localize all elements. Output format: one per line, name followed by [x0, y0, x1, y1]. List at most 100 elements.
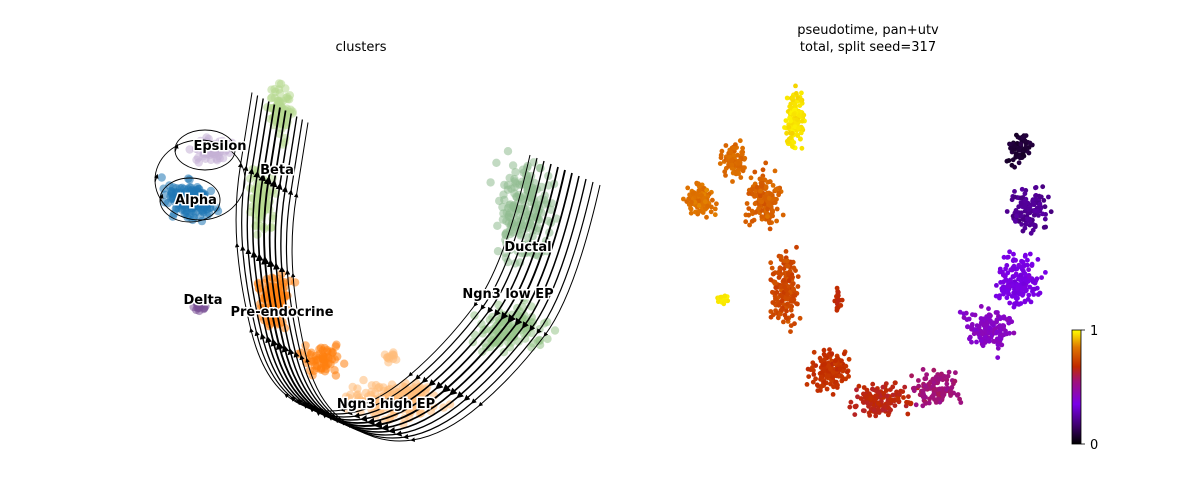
- cell-dot: [791, 112, 797, 117]
- cell-dot: [794, 301, 799, 306]
- cell-dot: [810, 365, 815, 370]
- cell-dot: [1031, 278, 1036, 284]
- cell-dot: [1041, 198, 1047, 203]
- cell-dot: [733, 171, 739, 177]
- cell-dot: [1020, 292, 1025, 298]
- cell-dot: [868, 395, 873, 401]
- cell-dot: [1007, 330, 1012, 336]
- cell-dot: [852, 412, 858, 417]
- cell-dot: [723, 143, 729, 148]
- clusters-panel: clusters Epsilon Alpha Beta Delta Pre-endocr…: [154, 40, 601, 442]
- cell-dot: [1011, 304, 1017, 310]
- cell-dot: [709, 204, 714, 210]
- cell-dot: [1018, 272, 1024, 278]
- cell-dot: [969, 324, 975, 330]
- cell-dot: [911, 388, 917, 394]
- cell-dot: [510, 177, 519, 186]
- cell-dot: [1040, 184, 1046, 190]
- cell-dot: [796, 125, 801, 131]
- cell-dot: [790, 144, 795, 150]
- cell-dot: [980, 316, 986, 322]
- cell-dot: [852, 404, 858, 409]
- cell-dot: [189, 198, 199, 207]
- cell-dot: [1039, 275, 1044, 280]
- cell-dot: [1031, 201, 1037, 207]
- cell-dot: [783, 315, 789, 321]
- cell-dot: [847, 404, 853, 410]
- cell-dot: [784, 308, 789, 314]
- cell-dot: [206, 186, 216, 196]
- cell-dot: [786, 271, 791, 276]
- cell-dot: [784, 138, 790, 144]
- cluster-label-alpha: Alpha: [175, 193, 217, 208]
- cluster-label-ductal: Ductal: [504, 240, 551, 255]
- cell-dot: [763, 160, 769, 166]
- cell-dot: [703, 199, 708, 205]
- cell-dot: [792, 101, 798, 107]
- streamline-arrow: [174, 143, 179, 153]
- cell-dot: [1005, 287, 1011, 293]
- cell-dot: [1008, 145, 1013, 151]
- cell-dot: [1016, 302, 1022, 307]
- cell-dot: [825, 373, 831, 378]
- cell-dot: [1022, 191, 1028, 197]
- cluster-label-beta: Beta: [260, 163, 294, 178]
- cell-dot: [777, 311, 783, 317]
- cell-dot: [980, 343, 986, 349]
- cell-dot: [193, 303, 202, 312]
- cell-dot: [1016, 160, 1022, 166]
- cell-dot: [993, 293, 999, 299]
- cell-dot: [193, 145, 203, 154]
- cell-dot: [1027, 218, 1033, 224]
- cell-dot: [978, 304, 984, 309]
- cell-dot: [893, 380, 898, 386]
- cell-dot: [791, 140, 797, 145]
- cell-dot: [1012, 164, 1017, 170]
- colorbar: 1 0: [1071, 324, 1098, 453]
- cell-dot: [757, 176, 763, 182]
- cell-dot: [1018, 141, 1024, 147]
- cell-dot: [969, 339, 974, 345]
- cell-dot: [986, 337, 991, 343]
- cell-dot: [757, 193, 763, 199]
- cell-dot: [841, 351, 847, 357]
- cell-dot: [864, 400, 870, 406]
- cell-dot: [767, 179, 773, 185]
- cell-dot: [976, 324, 982, 330]
- cell-dot: [742, 155, 748, 161]
- cell-dot: [250, 210, 260, 219]
- cell-dot: [331, 342, 340, 351]
- cell-dot: [740, 149, 746, 155]
- cell-dot: [1043, 224, 1048, 230]
- cell-dot: [765, 214, 770, 219]
- cell-dot: [806, 374, 812, 379]
- cell-dot: [213, 206, 223, 216]
- cell-dot: [192, 189, 201, 198]
- cell-dot: [1021, 285, 1027, 291]
- cell-dot: [776, 275, 782, 280]
- cell-dot: [772, 279, 778, 285]
- cell-dot: [798, 136, 803, 142]
- cell-dot: [719, 148, 725, 154]
- cell-dot: [788, 298, 794, 304]
- cell-dot: [919, 392, 925, 398]
- cell-dot: [784, 130, 789, 136]
- cell-dot: [704, 214, 709, 220]
- cell-dot: [1001, 254, 1007, 260]
- cell-dot: [873, 413, 879, 419]
- cell-dot: [1016, 262, 1022, 268]
- cell-dot: [353, 384, 362, 393]
- cell-dot: [931, 367, 937, 373]
- cell-dot: [957, 309, 963, 315]
- cell-dot: [686, 196, 691, 202]
- cell-dot: [1015, 290, 1021, 296]
- streamline-swirl: [174, 129, 236, 171]
- cell-dot: [1000, 287, 1006, 293]
- cell-dot: [786, 124, 792, 130]
- cell-dot: [1011, 330, 1017, 336]
- streamline-swirl: [159, 177, 221, 223]
- cell-dot: [288, 107, 297, 116]
- cell-dot: [783, 118, 789, 123]
- cell-dot: [920, 367, 926, 372]
- cell-dot: [1048, 209, 1054, 215]
